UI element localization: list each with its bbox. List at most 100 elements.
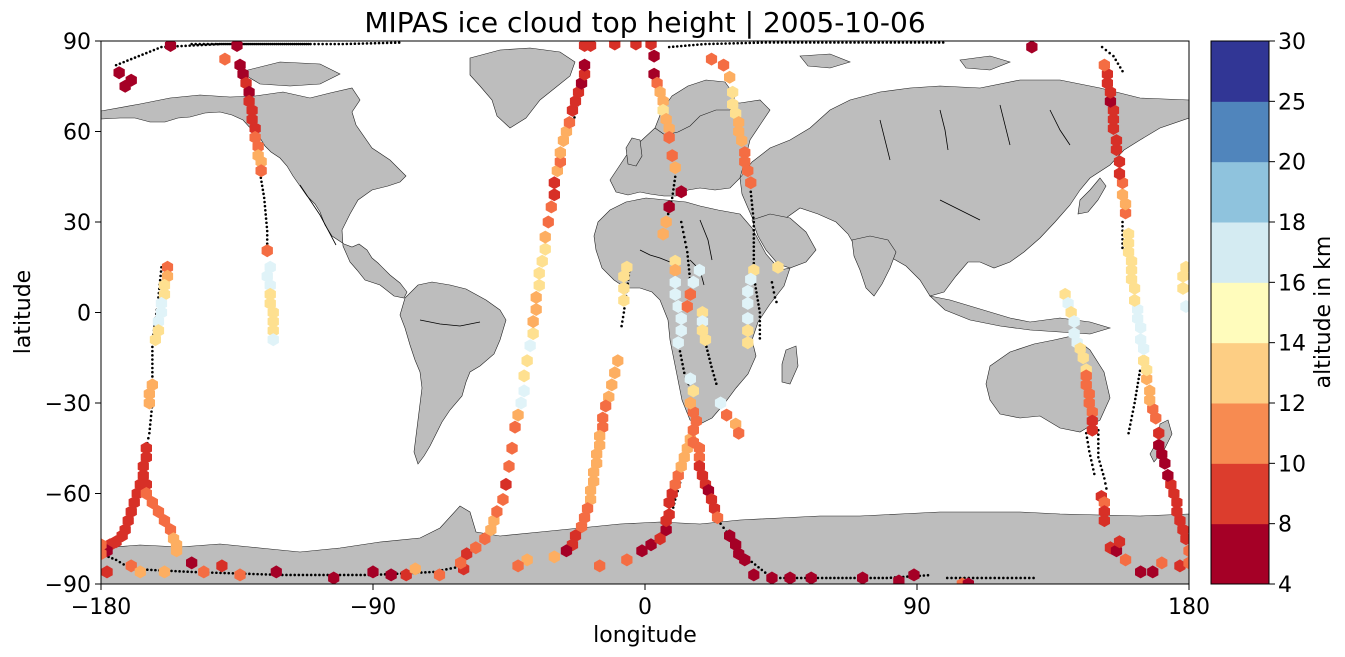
cloud-top-marker <box>385 568 397 582</box>
track-dot <box>679 44 683 48</box>
cloud-top-marker <box>1026 41 1038 54</box>
track-dot <box>174 569 177 573</box>
track-dot <box>122 60 125 64</box>
track-dot <box>706 349 709 353</box>
track-dot <box>707 353 710 357</box>
track-dot <box>686 255 690 258</box>
track-dot <box>346 573 350 577</box>
cloud-top-marker <box>742 164 754 178</box>
track-dot <box>976 576 979 580</box>
cloud-top-marker <box>594 429 606 443</box>
cloud-top-marker <box>1180 300 1189 313</box>
track-dot <box>355 573 358 577</box>
track-dot <box>679 354 683 357</box>
track-dot <box>397 41 401 44</box>
x-tick-label: −90 <box>350 595 396 620</box>
cloud-top-marker <box>672 300 684 313</box>
cloud-top-marker <box>660 215 672 229</box>
cloud-top-marker <box>1086 405 1098 419</box>
cloud-top-marker <box>1068 315 1080 329</box>
cloud-top-marker <box>609 366 621 380</box>
cloud-top-marker <box>681 300 693 313</box>
track-dot <box>151 375 154 378</box>
cloud-top-marker <box>618 281 630 295</box>
track-dot <box>178 570 181 573</box>
track-dot <box>795 576 799 580</box>
track-dot <box>220 42 224 46</box>
track-dot <box>841 41 844 44</box>
track-dot <box>1135 385 1139 389</box>
track-dot <box>679 220 683 224</box>
track-dot <box>261 188 265 192</box>
track-dot <box>359 573 362 577</box>
track-dot <box>377 41 381 45</box>
track-dot <box>180 44 183 48</box>
cloud-top-marker <box>252 140 264 154</box>
cloud-top-marker <box>267 333 279 347</box>
track-dot <box>869 41 872 44</box>
track-dot <box>258 42 262 46</box>
track-dot <box>748 41 752 45</box>
track-dot <box>889 576 893 579</box>
track-dot <box>122 563 125 566</box>
track-dot <box>722 526 725 529</box>
track-dot <box>154 568 157 572</box>
track-dot <box>682 371 686 375</box>
cloud-top-marker <box>672 336 684 350</box>
cloud-top-marker <box>606 378 618 392</box>
track-dot <box>260 42 264 46</box>
track-dot <box>885 41 889 44</box>
track-dot <box>758 337 762 340</box>
track-dot <box>692 43 695 47</box>
track-dot <box>222 42 226 46</box>
cloud-top-marker <box>733 426 745 440</box>
track-dot <box>281 42 284 46</box>
track-dot <box>732 42 735 45</box>
track-dot <box>1105 487 1108 490</box>
track-dot <box>754 287 758 290</box>
track-dot <box>672 183 676 187</box>
track-dot <box>262 192 265 196</box>
track-dot <box>865 41 868 44</box>
track-dot <box>833 576 836 580</box>
track-dot <box>148 427 152 431</box>
track-dot <box>881 41 885 44</box>
cloud-top-marker <box>158 514 171 528</box>
track-dot <box>784 41 788 44</box>
track-dot <box>305 573 309 577</box>
track-dot <box>941 41 945 44</box>
cloud-top-marker <box>140 487 152 500</box>
track-dot <box>621 320 624 323</box>
cloud-top-marker <box>1086 423 1098 437</box>
track-dot <box>1091 468 1095 471</box>
track-dot <box>925 41 929 44</box>
track-dot <box>151 358 154 361</box>
cloud-top-marker <box>657 94 669 108</box>
track-dot <box>148 50 152 53</box>
track-dot <box>623 307 626 310</box>
track-dot <box>309 42 312 46</box>
cloud-top-marker <box>243 85 255 99</box>
track-dot <box>202 42 206 46</box>
track-dot <box>682 367 685 370</box>
cloud-top-marker <box>1177 269 1189 283</box>
track-dot <box>757 565 760 569</box>
track-dot <box>263 200 266 204</box>
track-dot <box>715 382 718 385</box>
track-dot <box>877 41 881 44</box>
cloud-top-marker <box>1174 559 1186 573</box>
track-dot <box>1097 456 1100 459</box>
track-dot <box>151 370 154 374</box>
track-dot <box>897 41 901 44</box>
cloud-top-marker <box>542 215 554 229</box>
track-dot <box>713 378 717 381</box>
track-dot <box>768 41 772 44</box>
track-dot <box>151 362 154 366</box>
track-dot <box>118 62 122 65</box>
colorbar-segment <box>1211 463 1269 525</box>
cloud-top-marker <box>536 254 548 268</box>
land-north-america <box>101 87 408 299</box>
track-dot <box>333 42 337 46</box>
track-dot <box>385 41 389 45</box>
track-dot <box>353 42 357 46</box>
